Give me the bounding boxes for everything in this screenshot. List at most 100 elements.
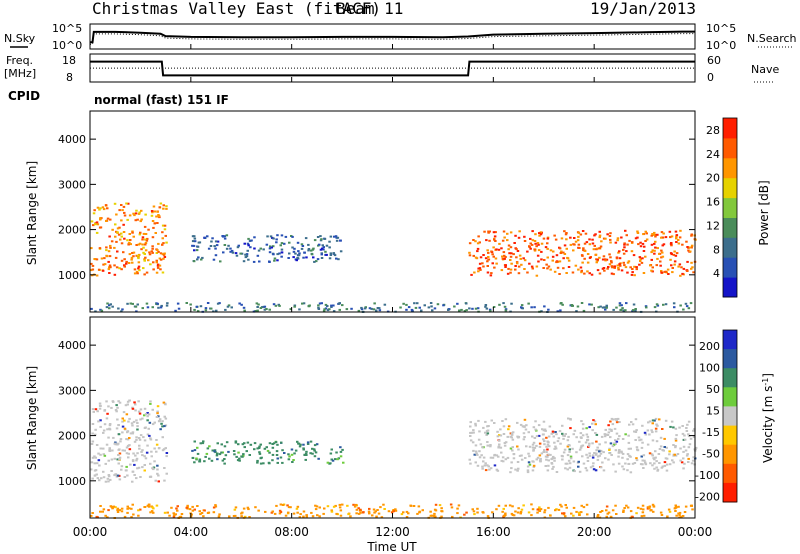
data-cell xyxy=(527,431,530,434)
data-cell xyxy=(539,457,542,460)
data-cell xyxy=(94,408,98,411)
data-cell xyxy=(303,251,306,254)
data-cell xyxy=(674,439,678,442)
data-cell xyxy=(289,506,292,509)
data-cell xyxy=(375,309,378,312)
data-cell xyxy=(648,433,651,436)
data-cell xyxy=(192,244,196,247)
data-cell xyxy=(687,433,690,436)
data-cell xyxy=(254,506,257,509)
data-cell xyxy=(542,433,545,436)
data-cell xyxy=(690,244,694,247)
data-cell xyxy=(658,462,661,464)
data-cell xyxy=(477,270,480,273)
data-cell xyxy=(193,237,197,240)
data-cell xyxy=(133,268,137,271)
data-cell xyxy=(92,224,95,227)
data-cell xyxy=(126,474,129,477)
data-cell xyxy=(141,449,144,452)
data-cell xyxy=(549,514,552,517)
data-cell xyxy=(611,265,614,268)
data-cell xyxy=(111,228,114,231)
data-cell xyxy=(685,430,689,432)
data-cell xyxy=(191,456,195,459)
data-cell xyxy=(188,508,192,511)
data-cell xyxy=(152,226,155,229)
data-cell xyxy=(405,303,408,306)
data-cell xyxy=(157,420,161,423)
data-cell xyxy=(578,247,581,249)
data-cell xyxy=(563,244,567,247)
data-cell xyxy=(516,469,519,472)
data-cell xyxy=(345,308,349,311)
data-cell xyxy=(118,401,122,404)
data-cell xyxy=(578,470,582,473)
data-cell xyxy=(535,265,539,268)
data-cell xyxy=(136,218,139,221)
data-cell xyxy=(480,454,483,457)
data-cell xyxy=(523,268,526,270)
data-cell xyxy=(108,255,112,258)
x-tick-label: 04:00 xyxy=(174,525,209,539)
data-cell xyxy=(296,256,299,259)
data-cell xyxy=(325,253,328,256)
data-cell xyxy=(256,254,260,257)
data-cell xyxy=(533,437,537,439)
data-cell xyxy=(319,248,323,251)
data-cell xyxy=(418,306,421,309)
colorbar-tick-label: -15 xyxy=(702,426,720,439)
data-cell xyxy=(665,446,668,449)
data-cell xyxy=(504,264,507,267)
data-cell xyxy=(321,247,324,250)
data-cell xyxy=(123,258,126,261)
data-cell xyxy=(546,267,549,270)
data-cell xyxy=(661,465,665,468)
data-cell xyxy=(125,413,129,416)
data-cell xyxy=(616,239,619,242)
data-cell xyxy=(123,449,126,452)
data-cell xyxy=(105,220,108,222)
data-cell xyxy=(108,423,112,425)
data-cell xyxy=(595,433,599,436)
data-cell xyxy=(165,472,168,475)
data-cell xyxy=(113,474,116,477)
data-cell xyxy=(121,417,124,420)
data-cell xyxy=(307,248,311,250)
data-cell xyxy=(561,458,564,461)
data-cell xyxy=(318,243,321,246)
data-cell xyxy=(119,238,122,241)
data-cell xyxy=(564,233,568,236)
data-cell xyxy=(100,257,104,260)
data-cell xyxy=(543,259,546,261)
data-cell xyxy=(196,310,200,313)
data-cell xyxy=(654,246,657,249)
data-cell xyxy=(147,259,150,262)
data-cell xyxy=(91,408,95,411)
data-cell xyxy=(107,405,110,408)
data-cell xyxy=(107,260,110,263)
data-cell xyxy=(614,241,618,244)
data-cell xyxy=(496,430,499,433)
data-cell xyxy=(593,234,596,237)
data-cell xyxy=(433,307,437,310)
data-cell xyxy=(268,308,271,311)
data-cell xyxy=(484,305,487,308)
data-cell xyxy=(484,257,488,260)
data-cell xyxy=(486,425,489,428)
data-cell xyxy=(95,258,99,261)
data-cell xyxy=(687,457,690,460)
data-cell xyxy=(599,245,603,248)
colorbar-swatch xyxy=(723,197,737,218)
data-cell xyxy=(664,270,668,273)
data-cell xyxy=(579,432,583,435)
data-cell xyxy=(581,254,584,257)
data-cell xyxy=(633,430,636,433)
data-cell xyxy=(507,267,510,270)
data-cell xyxy=(116,443,119,446)
data-cell xyxy=(568,450,571,453)
data-cell xyxy=(493,453,497,456)
data-cell xyxy=(162,401,166,404)
data-cell xyxy=(151,247,154,250)
data-cell xyxy=(635,446,639,449)
data-cell xyxy=(359,511,362,514)
